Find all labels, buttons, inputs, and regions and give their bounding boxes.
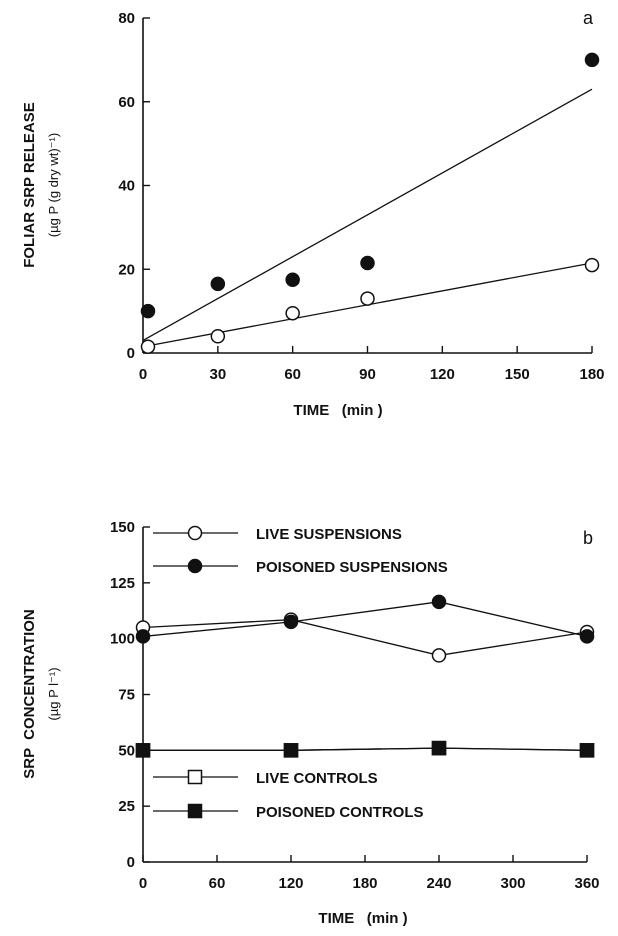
x-tick-label-b: 120 [278, 875, 303, 892]
legend-item-b-2: LIVE CONTROLS [153, 769, 378, 787]
legend-item-b-3: POISONED CONTROLS [153, 803, 424, 821]
x-tick-label-a: 150 [505, 366, 530, 383]
x-tick-label-a: 90 [359, 366, 376, 383]
data-point-b-1 [579, 629, 595, 644]
data-point-b-3 [283, 743, 299, 758]
data-point-b-3 [579, 743, 595, 758]
x-tick-label-b: 300 [500, 875, 525, 892]
y-tick-label-b: 150 [110, 519, 135, 536]
x-axis-title-a: TIME (min ) [293, 402, 382, 419]
fit-line-a-0 [142, 88, 593, 342]
data-point-b-0 [431, 648, 447, 663]
data-point-a-1 [360, 291, 375, 306]
y-tick-label-a: 80 [118, 10, 135, 27]
legend-label-b-3: POISONED CONTROLS [256, 804, 424, 821]
chart-a: a TIME (min ) FOLIAR SRP RELEASE (µg P (… [21, 8, 605, 419]
y-tick-label-b: 100 [110, 631, 135, 648]
data-point-b-3 [135, 743, 151, 758]
data-point-b-1 [431, 594, 447, 610]
x-tick-label-a: 60 [284, 366, 301, 383]
y-tick-label-a: 60 [118, 94, 135, 111]
chart-b: b TIME (min ) SRP CONCENTRATION (µg P l⁻… [21, 519, 600, 927]
x-tick-label-b: 0 [139, 875, 147, 892]
x-tick-label-b: 240 [426, 875, 451, 892]
x-tick-label-a: 120 [430, 366, 455, 383]
x-tick-label-a: 0 [139, 366, 147, 383]
x-axis-title-b: TIME (min ) [318, 910, 407, 927]
y-axis-unit-b: (µg P l⁻¹) [46, 667, 61, 720]
data-point-b-1 [135, 629, 151, 644]
y-axis-unit-a: (µg P (g dry wt)⁻¹) [46, 133, 61, 237]
legend-item-b-1: POISONED SUSPENSIONS [153, 558, 448, 576]
x-tick-label-b: 360 [574, 875, 599, 892]
legend-item-b-0: LIVE SUSPENSIONS [153, 525, 402, 543]
x-tick-label-a: 30 [209, 366, 226, 383]
data-point-a-0 [210, 276, 226, 292]
legend-marker-b-2 [187, 769, 203, 785]
data-point-a-1 [584, 257, 600, 273]
legend-label-b-1: POISONED SUSPENSIONS [256, 559, 448, 576]
panel-label-b: b [583, 528, 593, 548]
data-point-a-0 [285, 272, 300, 287]
data-point-a-1 [285, 305, 300, 321]
data-point-a-0 [360, 255, 375, 271]
x-tick-label-b: 180 [352, 875, 377, 892]
y-axis-title-b: SRP CONCENTRATION [21, 609, 38, 778]
y-tick-label-b: 50 [118, 742, 135, 759]
legend-marker-b-3 [187, 803, 203, 819]
legend-label-b-0: LIVE SUSPENSIONS [256, 526, 402, 543]
y-tick-label-a: 0 [127, 345, 135, 362]
data-point-a-1 [140, 339, 156, 354]
y-tick-label-b: 0 [127, 854, 135, 871]
x-tick-label-a: 180 [579, 366, 604, 383]
y-tick-label-b: 75 [118, 687, 135, 704]
panel-label-a: a [583, 8, 594, 28]
data-point-b-1 [283, 614, 299, 630]
y-tick-label-b: 25 [118, 798, 135, 815]
data-point-b-3 [431, 740, 447, 756]
legend-marker-b-1 [187, 558, 203, 574]
data-point-a-0 [140, 303, 156, 319]
data-point-a-1 [210, 329, 226, 344]
data-point-a-0 [584, 52, 600, 68]
x-tick-label-b: 60 [209, 875, 226, 892]
series-line-b-1 [142, 601, 588, 638]
series-line-b-0 [142, 619, 588, 657]
y-axis-title-a: FOLIAR SRP RELEASE [21, 102, 38, 268]
legend-marker-b-0 [187, 525, 203, 541]
y-tick-label-b: 125 [110, 575, 135, 592]
series-line-b-3 [143, 747, 588, 751]
legend-label-b-2: LIVE CONTROLS [256, 770, 378, 787]
y-tick-label-a: 20 [118, 261, 135, 278]
y-tick-label-a: 40 [118, 178, 135, 195]
